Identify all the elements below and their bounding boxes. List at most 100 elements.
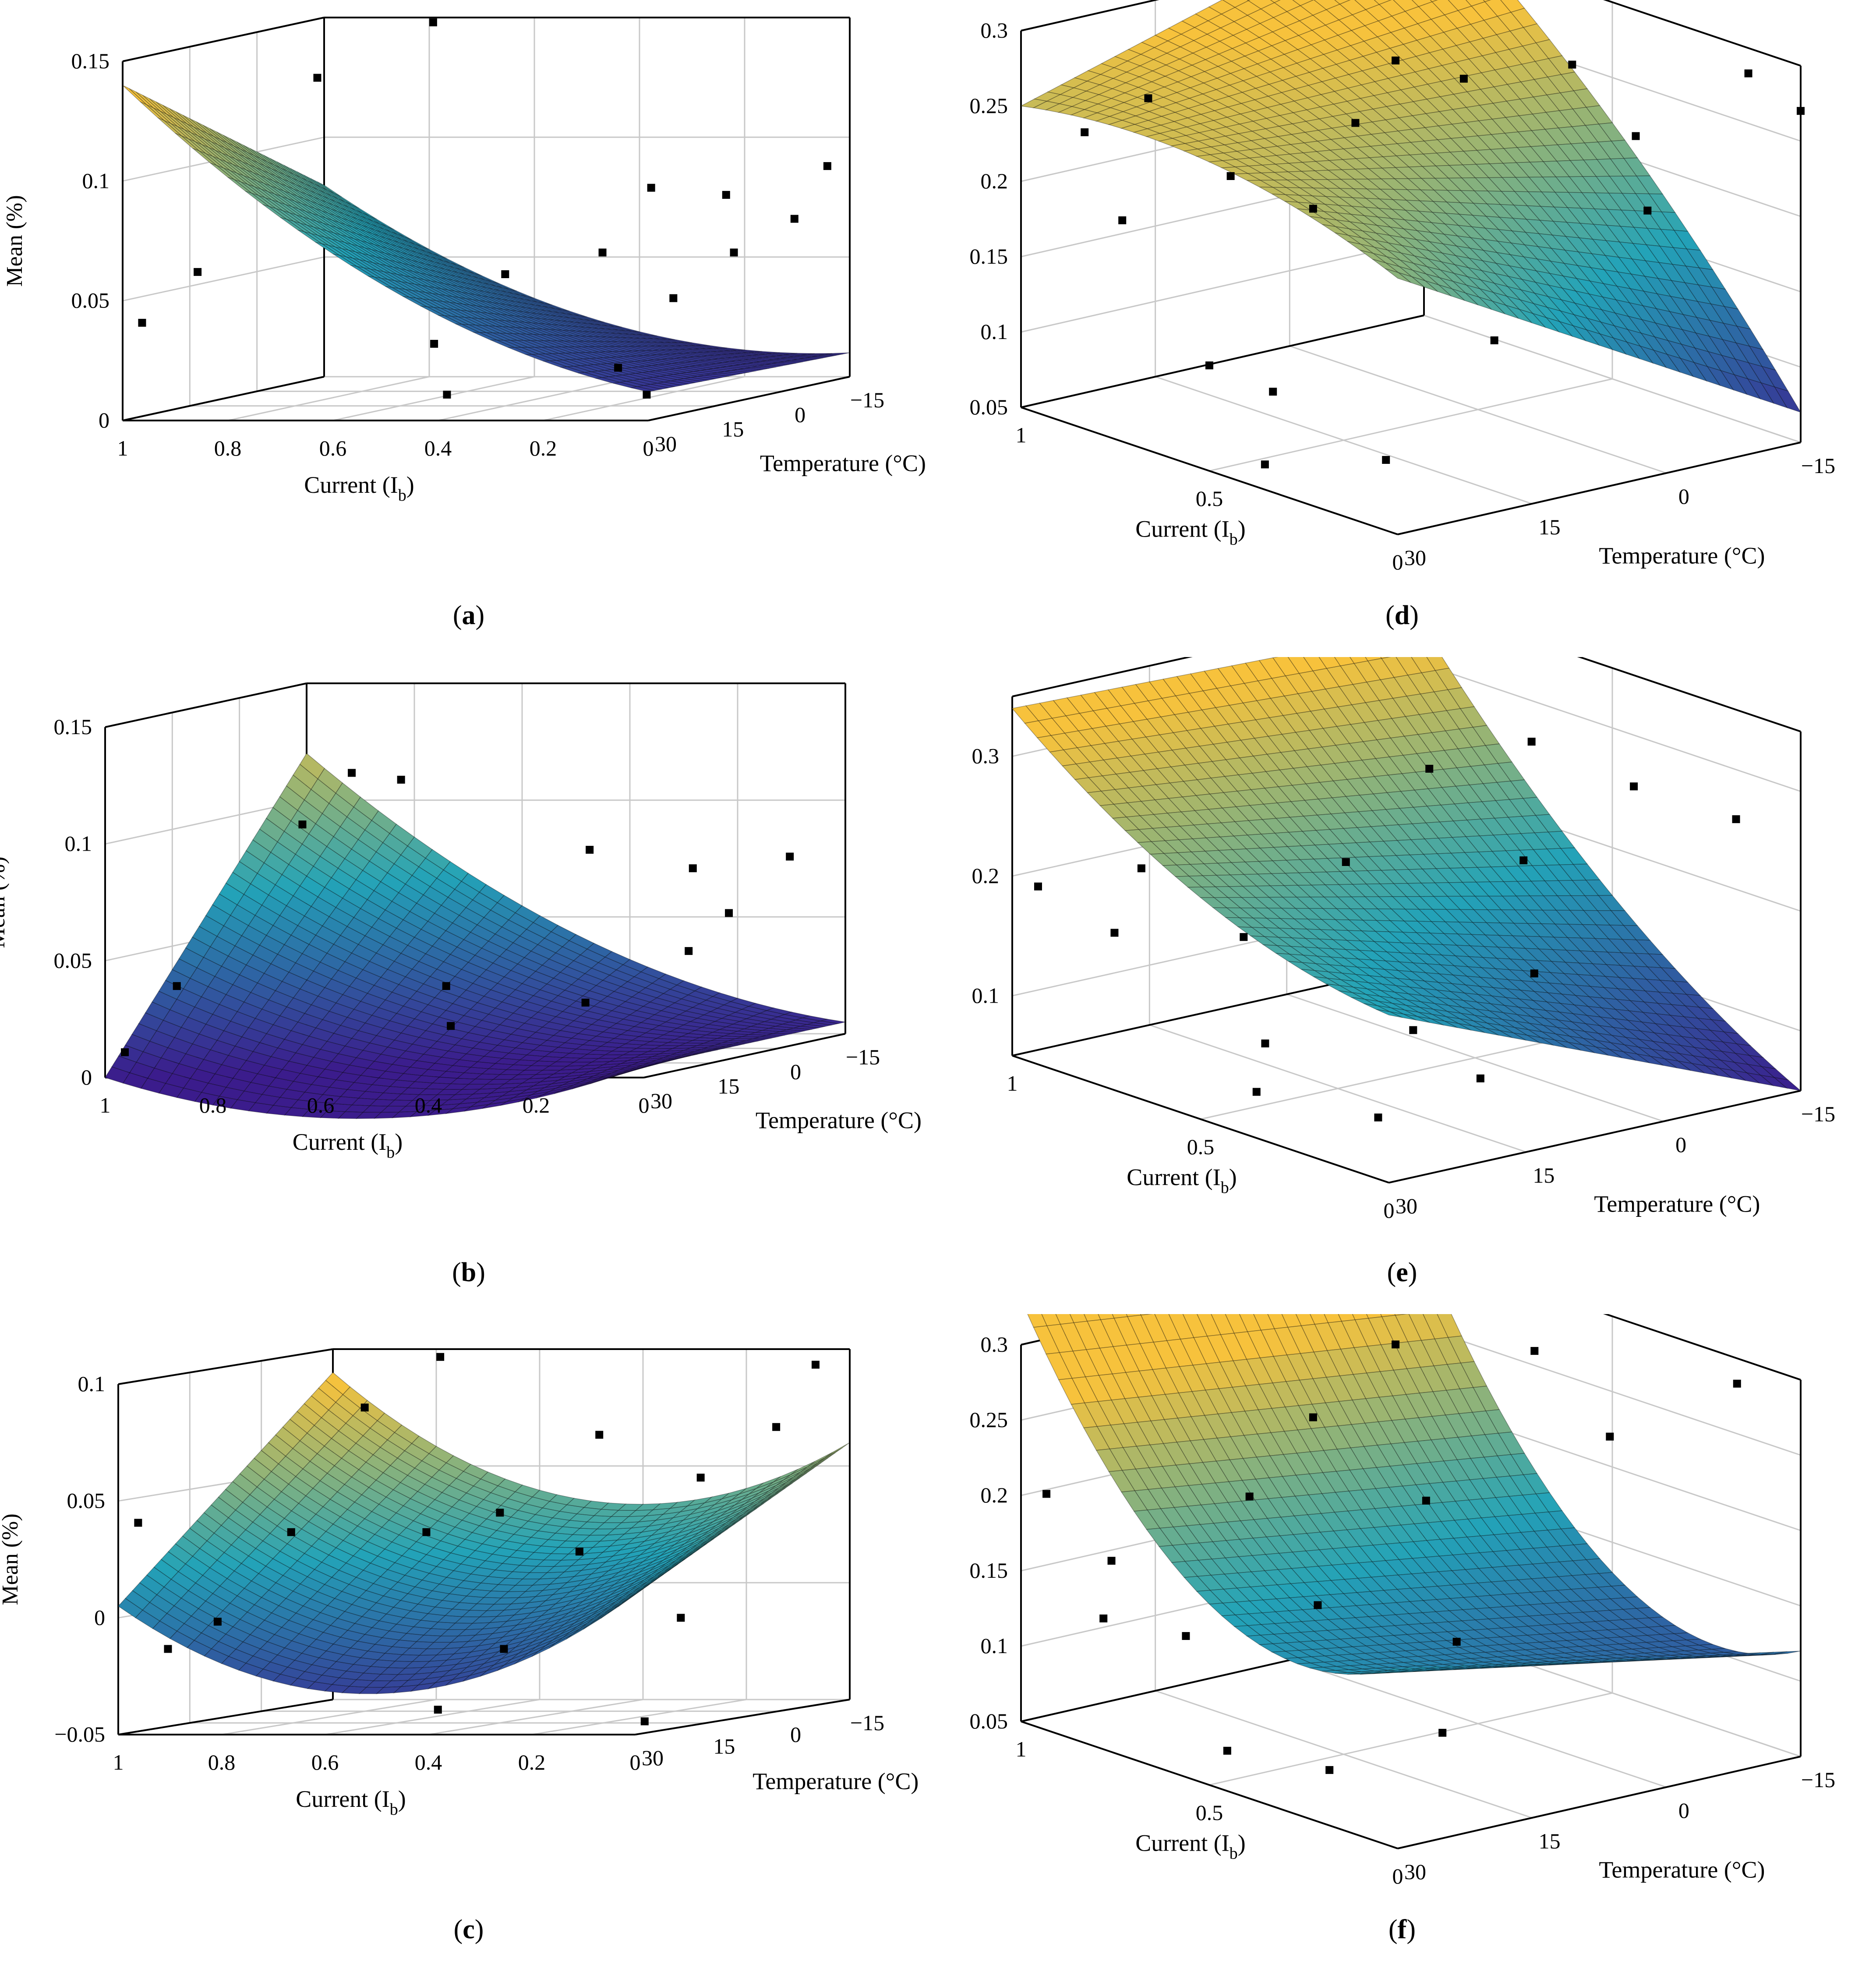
data-point — [1527, 738, 1536, 746]
y-tick-label: 30 — [1396, 1194, 1417, 1218]
data-point — [429, 18, 437, 27]
data-point — [313, 74, 321, 82]
points-c — [134, 1353, 820, 1725]
surface-cell — [1222, 0, 1249, 8]
surface-cell — [721, 1488, 747, 1499]
axis-edge — [1012, 657, 1193, 697]
data-point — [598, 248, 607, 257]
axis-edge — [1397, 442, 1801, 535]
x-tick-label: 0 — [1384, 1198, 1395, 1223]
axis-edge — [1603, 1314, 1801, 1381]
surface-cell — [756, 1476, 781, 1489]
surface-cell — [1350, 657, 1369, 664]
surface-cell — [1318, 657, 1341, 669]
gridline-x — [325, 1699, 540, 1735]
z-tick-label: 0.25 — [970, 93, 1008, 118]
y-tick-label: 15 — [722, 417, 744, 442]
x-tick-label: 0 — [1392, 550, 1403, 574]
surface-cell — [1447, 687, 1475, 709]
surface-cell — [549, 1494, 575, 1506]
surface-d — [1020, 0, 1802, 413]
data-point — [685, 947, 693, 955]
surface-cell — [1378, 0, 1406, 17]
x-tick-label: 0 — [630, 1750, 641, 1774]
gridline-x — [438, 376, 640, 421]
axis-edge — [1577, 657, 1801, 732]
x-tick-label: 0.2 — [518, 1750, 546, 1774]
data-point — [121, 1048, 129, 1057]
z-tick-label: 0.1 — [981, 319, 1008, 344]
x-tick-label: 0.8 — [214, 436, 242, 460]
data-point — [447, 1022, 455, 1030]
surface-cell — [422, 246, 447, 259]
surface-cell — [686, 1496, 714, 1507]
surface-cell — [1334, 0, 1351, 5]
z-tick-label: 0.3 — [981, 18, 1008, 42]
surface-cell — [497, 1478, 523, 1492]
data-point — [1797, 107, 1805, 115]
panel-b: 0 0.05 0.1 0.15 1 0.8 0.6 0.4 0.2 0 30 15 0 −15 Mean (… — [0, 657, 938, 1314]
surface-cell — [1426, 657, 1450, 671]
surface-cell — [1483, 0, 1491, 2]
data-point — [348, 769, 356, 777]
x-tick-label: 0.2 — [523, 1093, 550, 1117]
gridline-y — [1149, 1024, 1526, 1153]
surface-cell — [766, 1007, 793, 1015]
surface-cell — [825, 1442, 850, 1458]
surface-cell — [652, 1502, 678, 1510]
axis-edge — [1397, 1756, 1801, 1849]
axis-edge — [635, 1699, 850, 1735]
data-point — [1392, 57, 1400, 65]
data-point — [1351, 119, 1360, 127]
data-point — [422, 1528, 431, 1536]
surface-cell — [1611, 140, 1638, 159]
surface-cell — [1182, 1314, 1208, 1338]
y-tick-label: 0 — [790, 1722, 801, 1747]
surface-cell — [1535, 39, 1563, 59]
surface-cell — [1300, 0, 1327, 16]
data-point — [496, 1509, 504, 1517]
surface-cell — [510, 289, 535, 299]
y-tick-label: 15 — [713, 1734, 735, 1758]
z-tick-label: 0 — [94, 1605, 105, 1629]
data-point — [1118, 216, 1127, 224]
gridline-z — [122, 256, 325, 302]
data-point — [1409, 1026, 1417, 1034]
gridline-y — [1289, 1659, 1667, 1788]
surface-cell — [1673, 230, 1701, 251]
x-tick-label: 0.6 — [311, 1750, 339, 1774]
y-axis-label: Temperature (°C) — [1599, 543, 1765, 569]
surface-cell — [783, 1011, 810, 1018]
panel-label: (e) — [1387, 1258, 1417, 1287]
surface-cell — [825, 352, 850, 355]
x-tick-label: 1 — [113, 1750, 124, 1774]
data-point — [640, 1717, 649, 1725]
points-a — [138, 18, 831, 399]
axis-edge — [1012, 1055, 1389, 1184]
z-axis-label: Mean (%) — [2, 195, 27, 286]
panel-label: (a) — [452, 601, 485, 630]
x-tick-label: 0.5 — [1187, 1134, 1215, 1159]
data-point — [725, 909, 733, 917]
data-point — [1261, 1039, 1269, 1048]
data-point — [1459, 74, 1468, 83]
data-point — [138, 318, 146, 327]
surface-cell — [704, 1492, 730, 1503]
gridline-y — [1424, 315, 1801, 443]
data-point — [1732, 815, 1740, 823]
surface-cell — [1140, 1314, 1168, 1343]
x-tick-label: 0 — [639, 1093, 650, 1117]
surface-cell — [387, 226, 412, 240]
axis-edge — [648, 376, 850, 421]
z-tick-label: 0.15 — [970, 244, 1008, 269]
z-tick-label: 0.3 — [972, 744, 1000, 768]
axis-edge — [1388, 1090, 1801, 1184]
z-tick-label: 0.15 — [54, 714, 92, 739]
data-point — [1744, 69, 1752, 78]
z-tick-label: 0.05 — [71, 288, 110, 313]
panel-a: 0 0.05 0.1 0.15 1 0.8 0.6 0.4 0.2 0 30 15 0 −15 Mean (… — [0, 0, 938, 657]
data-point — [1490, 336, 1498, 344]
